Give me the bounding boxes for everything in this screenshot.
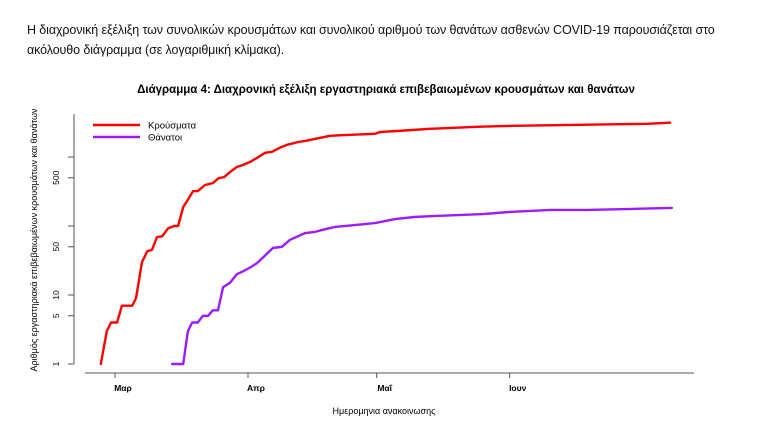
x-axis-title: Ημερομηνια ανακοινωσης <box>333 406 437 416</box>
x-tick-label: Μαρ <box>114 383 132 393</box>
y-tick-label: 500 <box>51 170 61 184</box>
y-axis-title: Αριθμός εργαστηριακά επιβεβαιωμένων κρου… <box>29 108 39 371</box>
x-tick-label: Απρ <box>247 383 265 393</box>
chart-title: Διάγραμμα 4: Διαχρονική εξέλιξη εργαστηρ… <box>137 84 635 96</box>
x-tick-label: Μαΐ <box>377 383 392 393</box>
series-line-cases <box>99 121 672 366</box>
series-line-deaths <box>170 206 673 366</box>
intro-paragraph: Η διαχρονική εξέλιξη των συνολικών κρουσ… <box>27 23 715 57</box>
y-tick-label: 5 <box>51 313 61 318</box>
axes: 1 5 10 50 500 Μαρ Απρ Μαΐ Ιουν <box>51 114 694 393</box>
y-tick-label: 50 <box>51 242 61 252</box>
y-tick-label: 10 <box>51 290 61 300</box>
x-tick-label: Ιουν <box>509 383 527 393</box>
legend-label: Θάνατοι <box>148 133 182 144</box>
series-group <box>99 121 673 366</box>
y-tick-label: 1 <box>51 361 61 366</box>
legend-label: Κρούσματα <box>148 121 197 132</box>
